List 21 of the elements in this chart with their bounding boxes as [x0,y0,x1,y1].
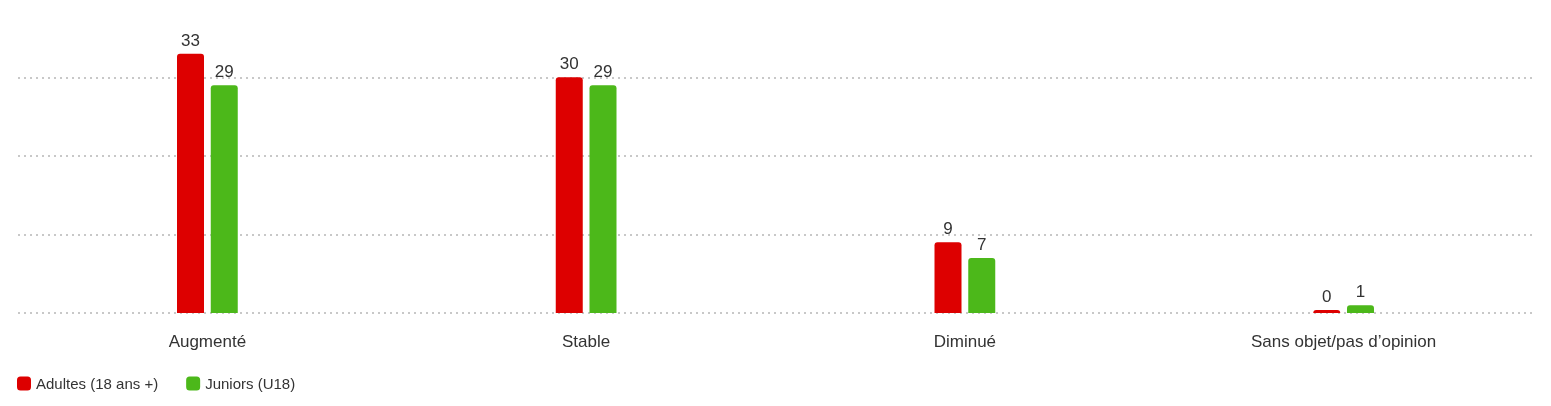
bar [1347,305,1374,313]
x-tick-label: Diminué [933,332,997,351]
data-label: 29 [214,62,234,82]
legend-label: Adultes (18 ans +) [36,375,159,392]
bar [555,77,583,313]
legend-label: Juniors (U18) [205,375,296,392]
data-label: 33 [181,30,200,50]
bar [589,85,617,313]
bar [934,242,962,313]
data-label: 29 [593,62,613,82]
x-tick-label: Sans objet/pas d’opinion [1251,332,1437,351]
x-tick-label: Stable [562,332,611,351]
data-label: 30 [559,54,579,74]
bar [177,53,204,313]
data-label: 9 [943,219,953,239]
bar [210,85,238,313]
data-label: 7 [977,235,987,254]
bar [968,258,996,313]
data-label: 1 [1355,282,1366,302]
data-label: 0 [1322,287,1332,306]
x-tick-label: Augmenté [168,332,247,351]
